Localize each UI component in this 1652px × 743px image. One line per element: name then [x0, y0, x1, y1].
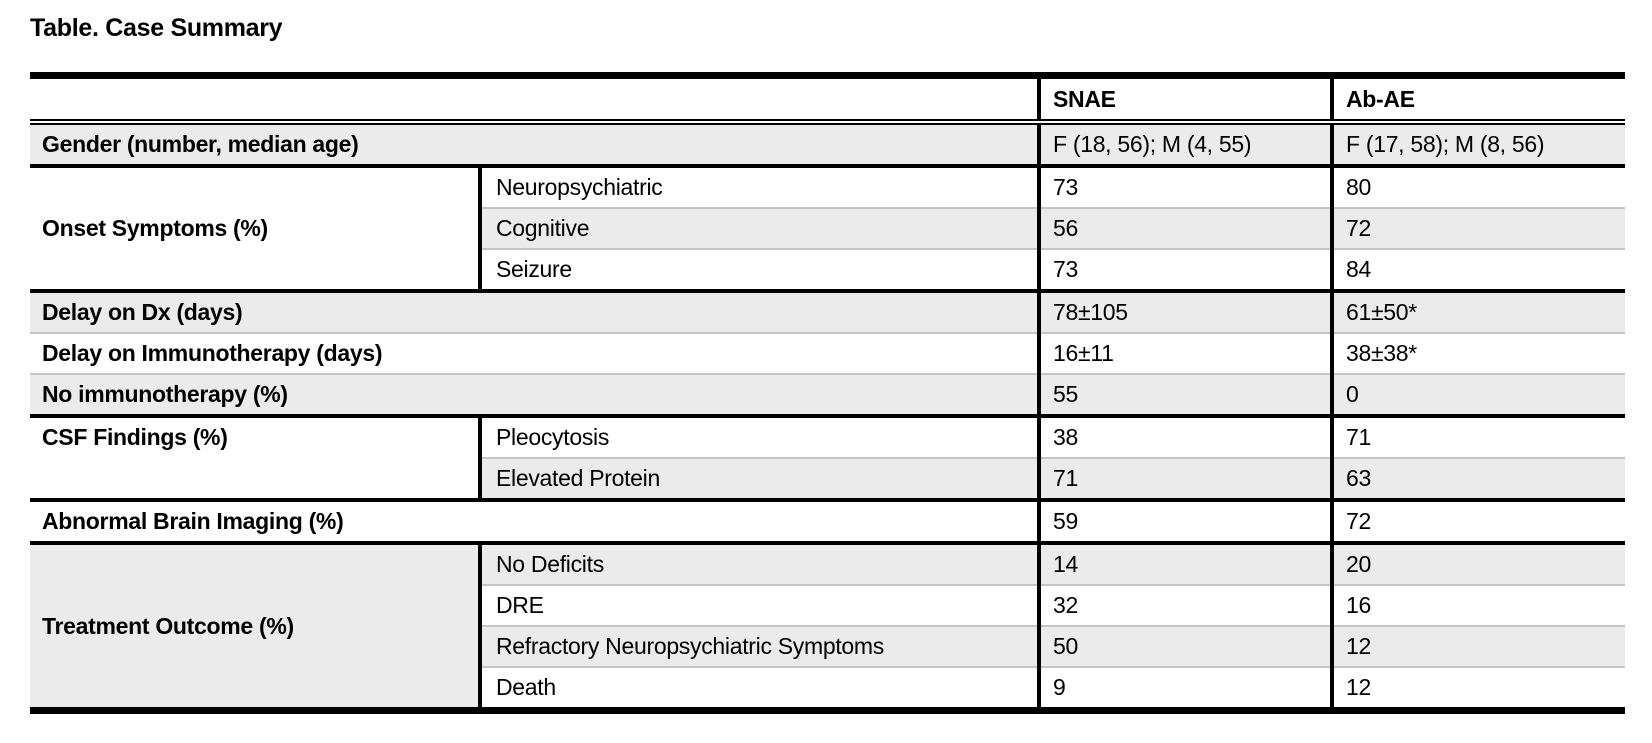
onset-label: Onset Symptoms (%)	[30, 164, 480, 291]
row-abnormal-imaging: Abnormal Brain Imaging (%) 59 72	[30, 498, 1625, 543]
onset-neuropsychiatric-label: Neuropsychiatric	[478, 164, 1039, 208]
onset-cognitive-snae: 56	[1037, 207, 1332, 249]
delay-dx-snae: 78±105	[1037, 289, 1332, 333]
header-empty-cell	[30, 72, 1039, 125]
onset-seizure-label: Seizure	[478, 248, 1039, 291]
onset-cognitive-label: Cognitive	[478, 207, 1039, 249]
delay-immunotherapy-abae: 38±38*	[1330, 332, 1625, 374]
row-no-immunotherapy: No immunotherapy (%) 55 0	[30, 373, 1625, 416]
row-gender: Gender (number, median age) F (18, 56); …	[30, 122, 1625, 166]
treatment-death-label: Death	[478, 666, 1039, 714]
onset-cognitive-abae: 72	[1330, 207, 1625, 249]
row-csf-elevated-protein: Elevated Protein 71 63	[30, 457, 1625, 500]
onset-seizure-abae: 84	[1330, 248, 1625, 291]
treatment-dre-snae: 32	[1037, 584, 1332, 626]
row-onset-neuropsychiatric: Onset Symptoms (%) Neuropsychiatric 73 8…	[30, 164, 1625, 291]
treatment-dre-label: DRE	[478, 584, 1039, 626]
delay-dx-abae: 61±50*	[1330, 289, 1625, 333]
delay-dx-label: Delay on Dx (days)	[30, 289, 1039, 333]
treatment-no-deficits-label: No Deficits	[478, 541, 1039, 585]
csf-label: CSF Findings (%)	[30, 414, 480, 500]
header-snae: SNAE	[1037, 72, 1332, 125]
treatment-refractory-label: Refractory Neuropsychiatric Symptoms	[478, 625, 1039, 667]
treatment-no-deficits-abae: 20	[1330, 541, 1625, 585]
treatment-death-abae: 12	[1330, 666, 1625, 714]
treatment-label: Treatment Outcome (%)	[30, 541, 480, 714]
onset-neuropsychiatric-abae: 80	[1330, 164, 1625, 208]
treatment-refractory-snae: 50	[1037, 625, 1332, 667]
treatment-refractory-abae: 12	[1330, 625, 1625, 667]
case-summary-table: SNAE Ab-AE Gender (number, median age) F…	[30, 72, 1625, 714]
treatment-no-deficits-snae: 14	[1037, 541, 1332, 585]
row-delay-dx: Delay on Dx (days) 78±105 61±50*	[30, 289, 1625, 333]
csf-pleocytosis-abae: 71	[1330, 414, 1625, 458]
no-immunotherapy-label: No immunotherapy (%)	[30, 373, 1039, 416]
csf-elevated-protein-abae: 63	[1330, 457, 1625, 500]
gender-snae: F (18, 56); M (4, 55)	[1037, 122, 1332, 166]
abnormal-imaging-snae: 59	[1037, 498, 1332, 543]
abnormal-imaging-abae: 72	[1330, 498, 1625, 543]
row-onset-cognitive: Cognitive 56 72	[30, 207, 1625, 249]
csf-elevated-protein-snae: 71	[1037, 457, 1332, 500]
treatment-dre-abae: 16	[1330, 584, 1625, 626]
delay-immunotherapy-label: Delay on Immunotherapy (days)	[30, 332, 1039, 374]
page-title: Table. Case Summary	[30, 14, 283, 42]
gender-label: Gender (number, median age)	[30, 122, 1039, 166]
header-row: SNAE Ab-AE	[30, 72, 1625, 125]
header-abae: Ab-AE	[1330, 72, 1625, 125]
row-treatment-no-deficits: Treatment Outcome (%) No Deficits 14 20	[30, 541, 1625, 714]
no-immunotherapy-snae: 55	[1037, 373, 1332, 416]
onset-seizure-snae: 73	[1037, 248, 1332, 291]
gender-abae: F (17, 58); M (8, 56)	[1330, 122, 1625, 166]
row-treatment-refractory: Refractory Neuropsychiatric Symptoms 50 …	[30, 625, 1625, 667]
row-csf-pleocytosis: CSF Findings (%) Pleocytosis 38 71	[30, 414, 1625, 500]
no-immunotherapy-abae: 0	[1330, 373, 1625, 416]
row-treatment-death: Death 9 12	[30, 666, 1625, 714]
csf-pleocytosis-snae: 38	[1037, 414, 1332, 458]
delay-immunotherapy-snae: 16±11	[1037, 332, 1332, 374]
csf-pleocytosis-label: Pleocytosis	[478, 414, 1039, 458]
abnormal-imaging-label: Abnormal Brain Imaging (%)	[30, 498, 1039, 543]
row-delay-immunotherapy: Delay on Immunotherapy (days) 16±11 38±3…	[30, 332, 1625, 374]
onset-neuropsychiatric-snae: 73	[1037, 164, 1332, 208]
csf-elevated-protein-label: Elevated Protein	[478, 457, 1039, 500]
row-onset-seizure: Seizure 73 84	[30, 248, 1625, 291]
row-treatment-dre: DRE 32 16	[30, 584, 1625, 626]
treatment-death-snae: 9	[1037, 666, 1332, 714]
